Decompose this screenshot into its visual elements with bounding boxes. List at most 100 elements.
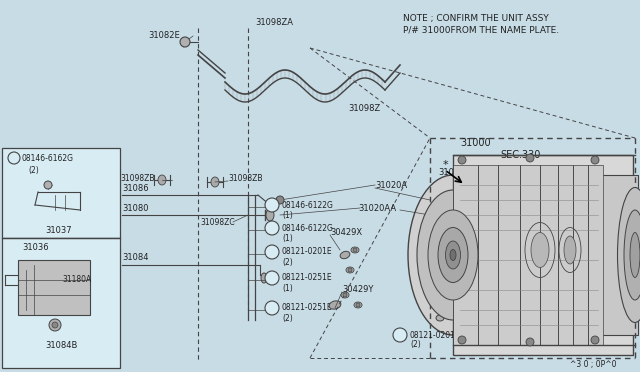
Text: (2): (2) bbox=[410, 340, 420, 350]
Text: 08121-0251E: 08121-0251E bbox=[282, 304, 333, 312]
Ellipse shape bbox=[354, 302, 362, 308]
Text: 31098ZB: 31098ZB bbox=[228, 173, 262, 183]
Text: 30429Y: 30429Y bbox=[342, 285, 373, 295]
Bar bbox=[498, 165, 520, 345]
Ellipse shape bbox=[436, 315, 444, 321]
Ellipse shape bbox=[438, 228, 468, 282]
Circle shape bbox=[276, 196, 284, 204]
Text: (2): (2) bbox=[28, 166, 39, 174]
Text: (1): (1) bbox=[282, 211, 292, 219]
Ellipse shape bbox=[340, 251, 350, 259]
Circle shape bbox=[353, 248, 357, 252]
Text: 31086: 31086 bbox=[122, 183, 148, 192]
Ellipse shape bbox=[261, 273, 267, 283]
Ellipse shape bbox=[428, 210, 478, 300]
Text: 08146-6122G: 08146-6122G bbox=[282, 201, 334, 209]
Text: (1): (1) bbox=[282, 283, 292, 292]
Circle shape bbox=[526, 154, 534, 162]
Circle shape bbox=[393, 328, 407, 342]
Ellipse shape bbox=[450, 250, 456, 260]
Ellipse shape bbox=[564, 236, 576, 264]
Text: B: B bbox=[268, 248, 272, 253]
Text: 31037: 31037 bbox=[45, 225, 72, 234]
Circle shape bbox=[356, 303, 360, 307]
Bar bbox=[573, 165, 588, 345]
Ellipse shape bbox=[417, 190, 489, 320]
Text: 31084: 31084 bbox=[122, 253, 148, 263]
Circle shape bbox=[180, 37, 190, 47]
Text: 31020AA: 31020AA bbox=[358, 203, 396, 212]
Text: *: * bbox=[442, 160, 448, 170]
Ellipse shape bbox=[158, 175, 166, 185]
Text: P/# 31000FROM THE NAME PLATE.: P/# 31000FROM THE NAME PLATE. bbox=[403, 26, 559, 35]
Text: 08121-0251E: 08121-0251E bbox=[282, 273, 333, 282]
Text: 31036: 31036 bbox=[22, 244, 49, 253]
Text: SEC.330: SEC.330 bbox=[500, 150, 540, 160]
Circle shape bbox=[265, 301, 279, 315]
Circle shape bbox=[526, 338, 534, 346]
Ellipse shape bbox=[341, 292, 349, 298]
Circle shape bbox=[49, 319, 61, 331]
Text: 31084B: 31084B bbox=[45, 340, 77, 350]
Circle shape bbox=[458, 336, 466, 344]
Text: 31098ZB: 31098ZB bbox=[120, 173, 154, 183]
Text: 31020A: 31020A bbox=[375, 180, 407, 189]
Bar bbox=[600, 175, 638, 335]
Bar bbox=[478, 165, 498, 345]
Bar bbox=[2, 148, 120, 238]
Circle shape bbox=[44, 181, 52, 189]
Bar bbox=[453, 155, 633, 355]
Text: B: B bbox=[396, 331, 400, 337]
Circle shape bbox=[348, 268, 352, 272]
Text: 31009: 31009 bbox=[460, 298, 486, 307]
Text: 08121-0201E: 08121-0201E bbox=[282, 247, 333, 257]
Ellipse shape bbox=[445, 241, 461, 269]
Text: 31098ZA: 31098ZA bbox=[255, 17, 293, 26]
Text: 31180A: 31180A bbox=[62, 276, 92, 285]
Ellipse shape bbox=[624, 210, 640, 300]
Text: B: B bbox=[268, 275, 272, 279]
Text: 08146-6122G: 08146-6122G bbox=[282, 224, 334, 232]
Text: 31098Z: 31098Z bbox=[348, 103, 380, 112]
Bar bbox=[453, 165, 478, 345]
Ellipse shape bbox=[346, 267, 354, 273]
Text: (1): (1) bbox=[282, 234, 292, 243]
Text: 08121-0201E: 08121-0201E bbox=[410, 330, 461, 340]
Ellipse shape bbox=[618, 187, 640, 323]
Circle shape bbox=[265, 221, 279, 235]
Text: 31080: 31080 bbox=[122, 203, 148, 212]
Ellipse shape bbox=[329, 301, 341, 309]
Circle shape bbox=[265, 245, 279, 259]
Text: B: B bbox=[268, 202, 272, 206]
Text: S: S bbox=[9, 154, 13, 160]
Bar bbox=[558, 165, 573, 345]
Circle shape bbox=[458, 156, 466, 164]
Ellipse shape bbox=[531, 232, 549, 267]
Circle shape bbox=[591, 156, 599, 164]
Circle shape bbox=[343, 293, 347, 297]
Bar bbox=[18, 260, 90, 315]
Text: 31020: 31020 bbox=[438, 167, 465, 176]
Circle shape bbox=[591, 336, 599, 344]
Text: 08146-6162G: 08146-6162G bbox=[22, 154, 74, 163]
Ellipse shape bbox=[408, 175, 498, 335]
Ellipse shape bbox=[351, 247, 359, 253]
Ellipse shape bbox=[630, 232, 640, 278]
Text: 30429X: 30429X bbox=[330, 228, 362, 237]
Ellipse shape bbox=[211, 177, 219, 187]
Circle shape bbox=[8, 152, 20, 164]
Ellipse shape bbox=[266, 209, 274, 221]
Text: (2): (2) bbox=[282, 257, 292, 266]
Bar bbox=[520, 165, 540, 345]
Circle shape bbox=[265, 271, 279, 285]
Bar bbox=[2, 238, 120, 368]
Bar bbox=[540, 165, 558, 345]
Text: 31000: 31000 bbox=[460, 138, 491, 148]
Text: NOTE ; CONFIRM THE UNIT ASSY: NOTE ; CONFIRM THE UNIT ASSY bbox=[403, 13, 548, 22]
Circle shape bbox=[265, 198, 279, 212]
Text: B: B bbox=[268, 224, 272, 230]
Text: ^3 0 ; 0P^0: ^3 0 ; 0P^0 bbox=[570, 359, 616, 369]
Text: 31082E: 31082E bbox=[148, 31, 180, 39]
Text: B: B bbox=[268, 305, 272, 310]
Bar bbox=[588, 165, 603, 345]
